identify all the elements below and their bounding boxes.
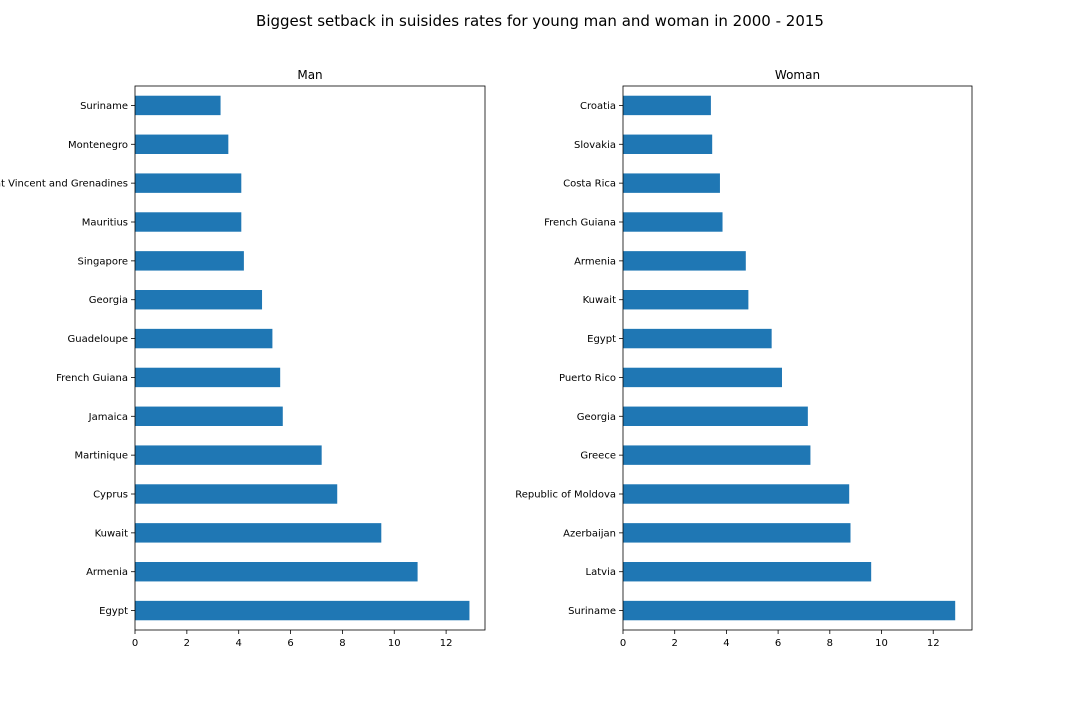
woman-category-label: Kuwait — [583, 295, 616, 306]
woman-x-tick-label: 8 — [827, 638, 833, 649]
man-bar — [135, 406, 283, 426]
woman-category-label: Republic of Moldova — [515, 490, 616, 501]
man-subplot: Suriname Montenegro Saint Vincent and Gren… — [0, 68, 486, 649]
man-x-tick-label: 4 — [236, 638, 242, 649]
man-category-label: Singapore — [78, 256, 128, 267]
woman-category-label: Croatia — [580, 101, 616, 112]
woman-x-tick-label: 6 — [775, 638, 781, 649]
man-x-tick-label: 6 — [287, 638, 293, 649]
man-bar — [135, 290, 263, 310]
woman-bar — [623, 445, 811, 465]
man-category-label: Suriname — [80, 101, 128, 112]
woman-x-tick-label: 0 — [620, 638, 626, 649]
woman-category-label: Slovakia — [574, 140, 616, 151]
woman-category-label: Suriname — [568, 606, 616, 617]
woman-bar — [623, 562, 872, 582]
man-bar — [135, 367, 281, 388]
woman-x-tick-label: 4 — [723, 638, 729, 649]
man-x-tick-label: 0 — [132, 638, 138, 649]
woman-category-label: Latvia — [586, 567, 616, 578]
man-category-label: Cyprus — [93, 490, 128, 501]
man-category-label: Armenia — [86, 567, 128, 578]
man-bar — [135, 328, 273, 349]
woman-bar — [623, 523, 851, 543]
woman-bar — [623, 328, 772, 349]
man-bar — [135, 484, 338, 504]
man-category-label: Montenegro — [68, 140, 128, 151]
woman-bar — [623, 95, 711, 116]
man-bar — [135, 95, 221, 116]
man-category-label: Saint Vincent and Grenadines — [0, 179, 128, 190]
woman-category-label: French Guiana — [544, 218, 616, 229]
woman-category-label: Azerbaijan — [563, 528, 616, 539]
man-category-label: Martinique — [74, 451, 128, 462]
man-bar — [135, 445, 322, 465]
man-bar — [135, 600, 470, 621]
woman-category-label: Armenia — [574, 256, 616, 267]
woman-category-label: Costa Rica — [563, 179, 616, 190]
man-category-label: Guadeloupe — [68, 334, 128, 345]
woman-bar — [623, 212, 723, 232]
man-category-label: Georgia — [89, 295, 128, 306]
woman-x-tick-label: 10 — [875, 638, 888, 649]
man-category-label: Mauritius — [82, 218, 128, 229]
woman-category-label: Greece — [580, 451, 616, 462]
man-x-tick-label: 12 — [440, 638, 453, 649]
figure-title: Biggest setback in suisides rates for yo… — [256, 12, 824, 30]
man-x-tick-label: 8 — [339, 638, 345, 649]
man-category-label: Egypt — [99, 606, 128, 617]
woman-bar — [623, 484, 850, 504]
man-bar — [135, 134, 229, 154]
man-x-tick-label: 2 — [184, 638, 190, 649]
woman-subplot: Croatia Slovakia Costa Rica French Guiana Ar… — [515, 68, 973, 649]
man-axes-frame — [134, 85, 486, 631]
man-category-label: Kuwait — [95, 528, 128, 539]
woman-bar — [623, 173, 720, 193]
woman-x-tick-label: 2 — [672, 638, 678, 649]
woman-category-label: Egypt — [587, 334, 616, 345]
man-category-label: Jamaica — [88, 412, 128, 423]
man-category-label: French Guiana — [56, 373, 128, 384]
man-bar — [135, 251, 244, 271]
woman-subplot-title: Woman — [775, 68, 820, 82]
woman-bar — [623, 367, 782, 388]
woman-category-label: Puerto Rico — [559, 373, 616, 384]
man-bar — [135, 562, 418, 582]
woman-bar — [623, 600, 956, 621]
man-bar — [135, 523, 382, 543]
woman-axes-frame — [622, 85, 973, 631]
woman-bar — [623, 134, 713, 154]
woman-category-label: Georgia — [577, 412, 616, 423]
man-x-tick-label: 10 — [388, 638, 401, 649]
man-bar — [135, 173, 242, 193]
man-subplot-title: Man — [297, 68, 322, 82]
woman-bar — [623, 406, 808, 426]
woman-bar — [623, 290, 749, 310]
woman-bar — [623, 251, 746, 271]
man-bar — [135, 212, 242, 232]
woman-x-tick-label: 12 — [927, 638, 940, 649]
